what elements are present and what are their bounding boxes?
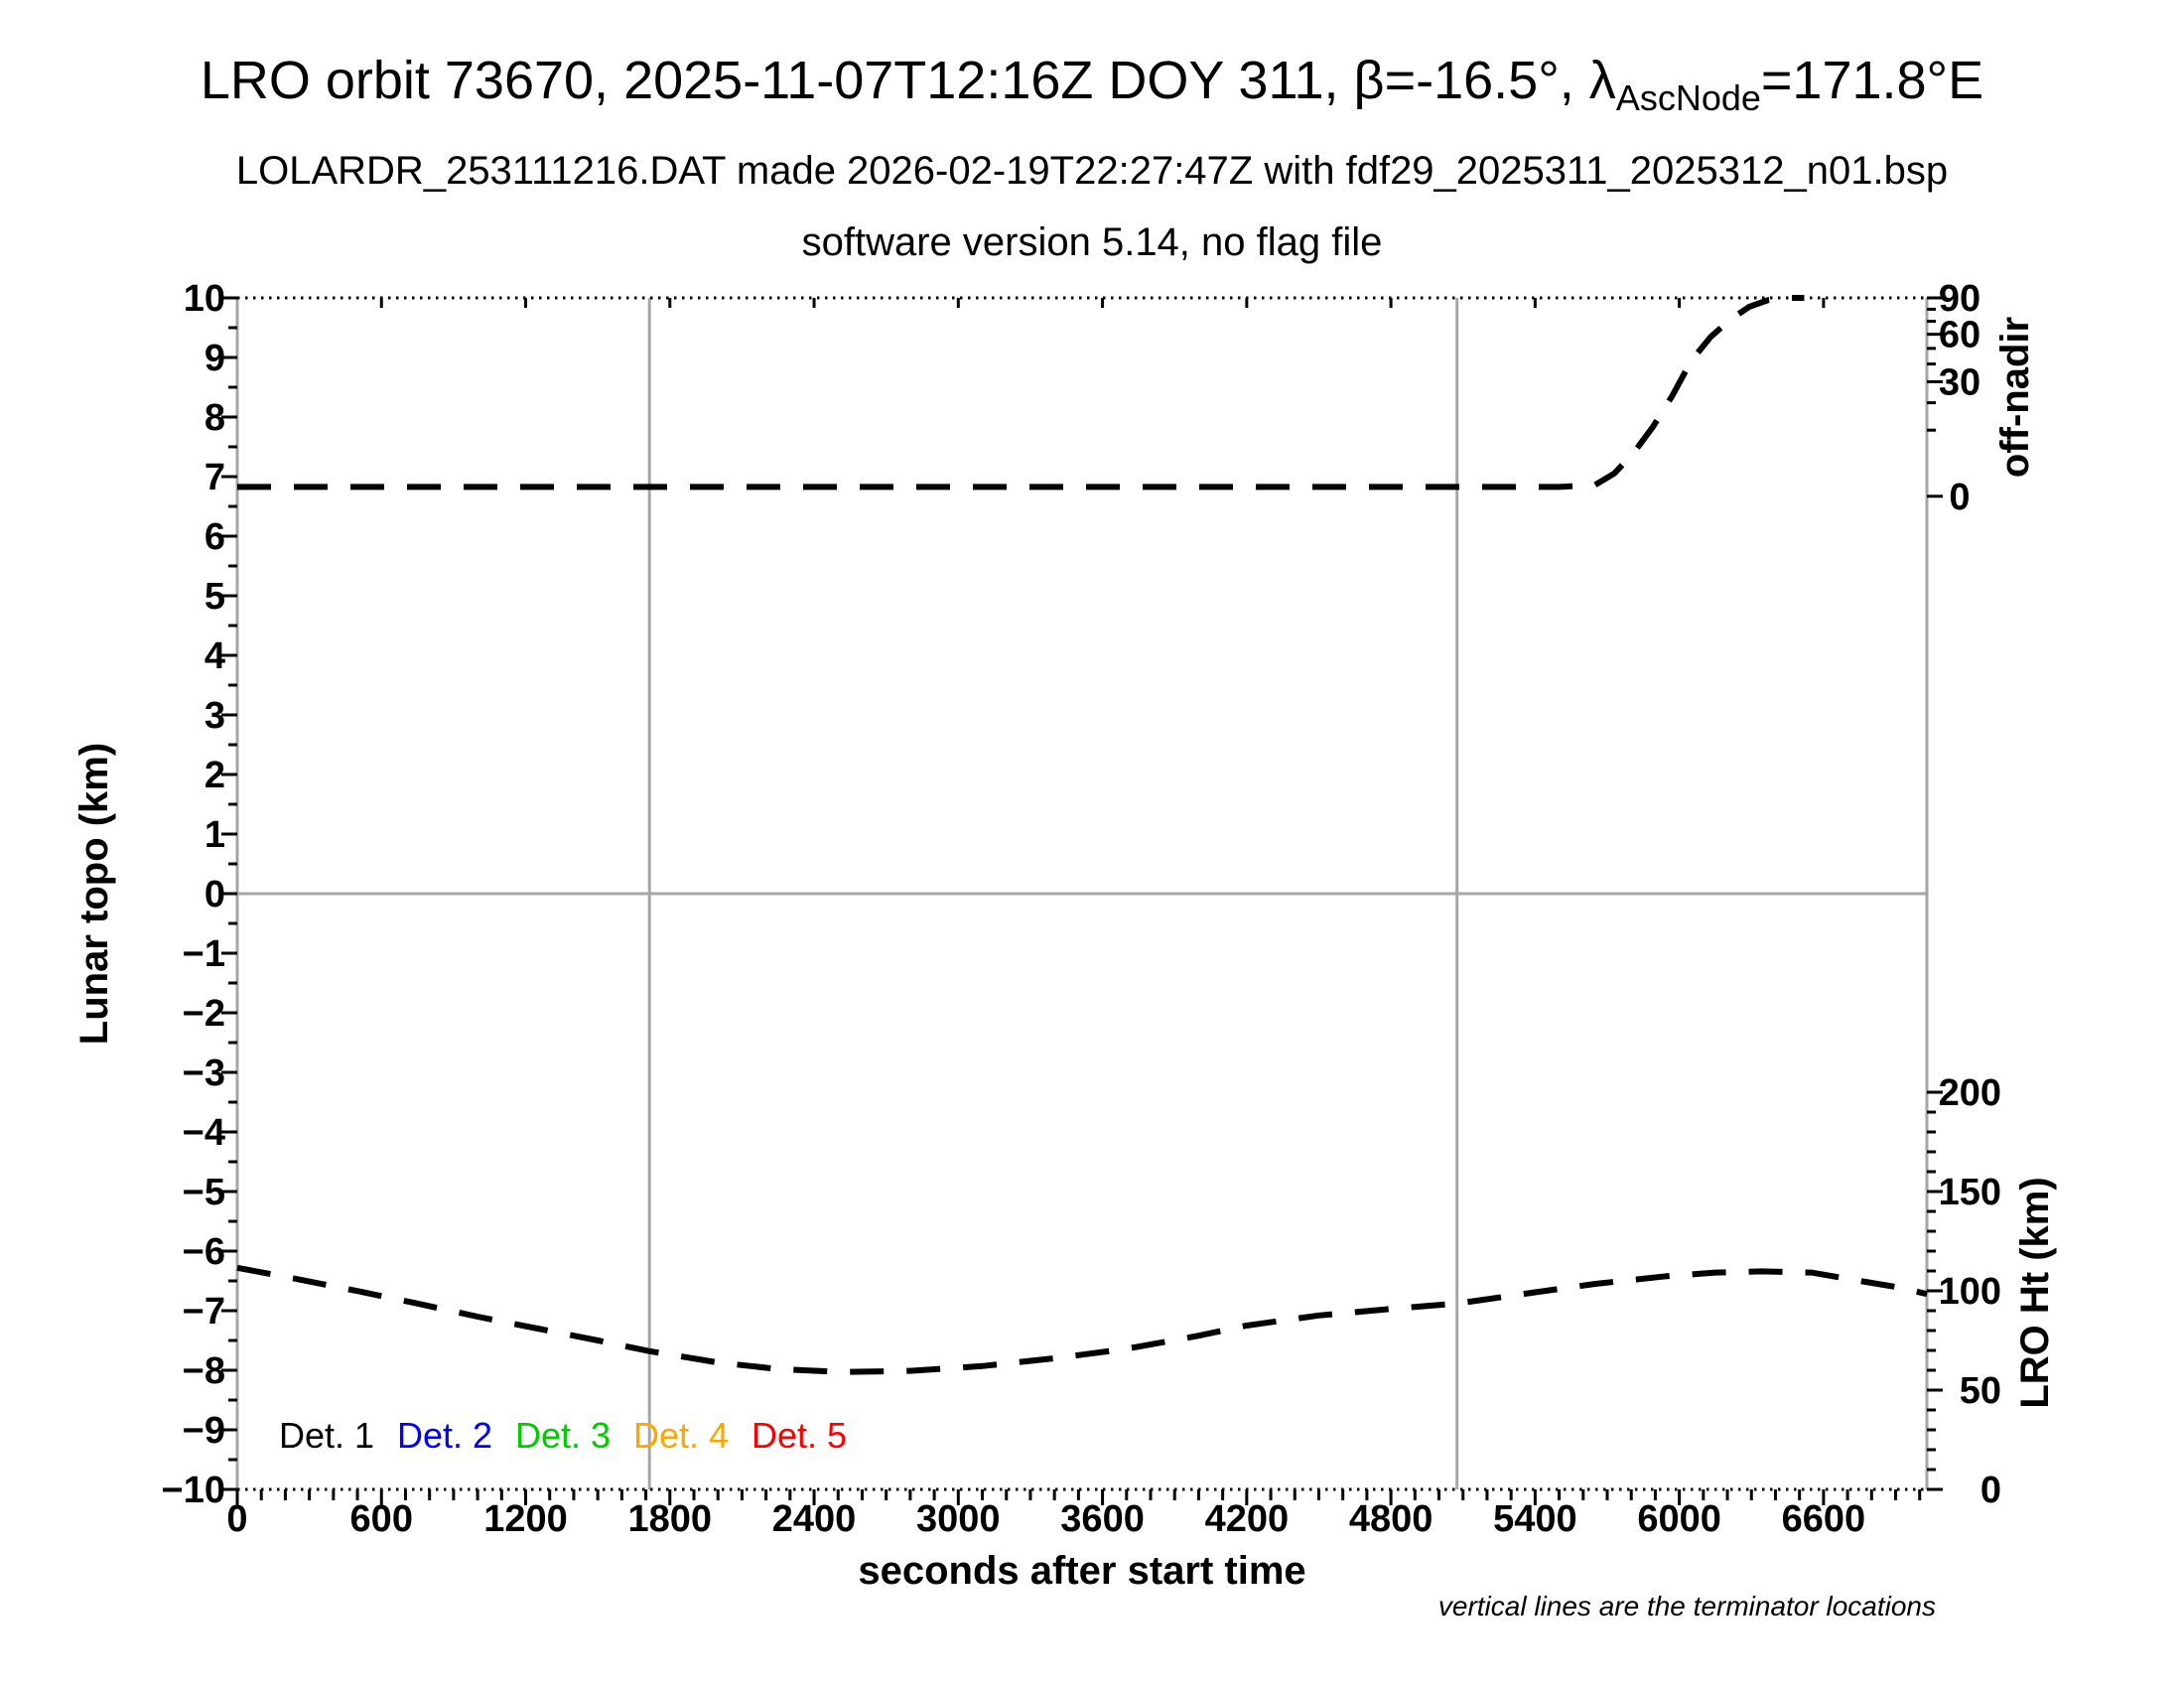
left-axis-tick-label: 5 bbox=[205, 576, 225, 618]
curve-off-nadir-angle bbox=[237, 295, 1805, 491]
legend-item: Det. 1 bbox=[279, 1415, 374, 1456]
left-axis-tick-label: −5 bbox=[183, 1172, 225, 1213]
curve-LRO-height bbox=[236, 1264, 1928, 1375]
plot-title-prefix: LRO orbit 73670, 2025-11-07T12:16Z DOY 3… bbox=[200, 51, 1616, 110]
left-axis-tick-label: 10 bbox=[184, 278, 225, 320]
x-axis-tick-label: 1800 bbox=[628, 1498, 713, 1540]
left-axis-tick-label: −4 bbox=[183, 1112, 225, 1154]
plot-title-subscript: AscNode bbox=[1615, 76, 1761, 118]
x-axis-tick-label: 4800 bbox=[1349, 1498, 1433, 1540]
left-axis-tick-label: 9 bbox=[205, 338, 225, 379]
plot-title-suffix: =171.8°E bbox=[1760, 51, 1984, 110]
left-axis-tick-label: 8 bbox=[205, 397, 225, 439]
left-axis-tick-label: −1 bbox=[183, 933, 225, 975]
x-axis-tick-label: 4200 bbox=[1205, 1498, 1290, 1540]
x-axis-tick-label: 600 bbox=[350, 1498, 413, 1540]
x-axis-tick-label: 6000 bbox=[1637, 1498, 1721, 1540]
lroht-axis-tick-label: 200 bbox=[1939, 1072, 2001, 1114]
plot-subtitle-software: software version 5.14, no flag file bbox=[801, 220, 1383, 264]
left-axis-tick-label: 4 bbox=[205, 635, 225, 677]
terminator-footnote: vertical lines are the terminator locati… bbox=[1437, 1591, 1936, 1621]
left-axis-tick-label: 3 bbox=[205, 695, 225, 737]
x-axis-tick-label: 2400 bbox=[772, 1498, 857, 1540]
lroht-axis-tick-label: 0 bbox=[1980, 1470, 2001, 1511]
plot-title: LRO orbit 73670, 2025-11-07T12:16Z DOY 3… bbox=[0, 50, 2184, 119]
x-axis-label: seconds after start time bbox=[858, 1549, 1306, 1593]
left-axis-tick-label: 0 bbox=[205, 874, 225, 915]
legend-item: Det. 4 bbox=[633, 1415, 729, 1456]
lroht-axis-tick-label: 100 bbox=[1939, 1271, 2001, 1313]
x-axis-tick-label: 0 bbox=[226, 1498, 247, 1540]
x-axis-tick-label: 5400 bbox=[1493, 1498, 1577, 1540]
left-axis-tick-label: −10 bbox=[162, 1470, 225, 1511]
left-axis-tick-label: −3 bbox=[183, 1053, 225, 1094]
left-axis-tick-label: −9 bbox=[183, 1410, 225, 1452]
x-axis-tick-label: 3600 bbox=[1060, 1498, 1145, 1540]
x-axis-tick-label: 1200 bbox=[483, 1498, 568, 1540]
plot-subtitle-datafile: LOLARDR_253111216.DAT made 2026-02-19T22… bbox=[235, 149, 1949, 193]
offnadir-axis-tick-label: 60 bbox=[1939, 315, 1980, 356]
x-axis-tick-label: 3000 bbox=[916, 1498, 1001, 1540]
legend-item: Det. 2 bbox=[397, 1415, 492, 1456]
left-axis-tick-label: −6 bbox=[183, 1231, 225, 1273]
lroht-axis-tick-label: 50 bbox=[1960, 1370, 2001, 1412]
legend-item: Det. 3 bbox=[515, 1415, 611, 1456]
offnadir-axis-tick-label: 90 bbox=[1939, 278, 1980, 320]
offnadir-axis-tick-label: 0 bbox=[1949, 477, 1970, 518]
lroht-axis-tick-label: 150 bbox=[1939, 1172, 2001, 1213]
left-axis-tick-label: 6 bbox=[205, 516, 225, 558]
left-axis-tick-label: 7 bbox=[205, 457, 225, 498]
left-axis-tick-label: −7 bbox=[183, 1291, 225, 1333]
left-axis-tick-label: 1 bbox=[205, 814, 225, 856]
offnadir-axis-tick-label: 30 bbox=[1939, 361, 1980, 403]
left-axis-tick-label: −2 bbox=[183, 993, 225, 1035]
x-axis-tick-label: 6600 bbox=[1782, 1498, 1866, 1540]
legend-item: Det. 5 bbox=[751, 1415, 847, 1456]
left-axis-tick-label: −8 bbox=[183, 1350, 225, 1392]
left-axis-tick-label: 2 bbox=[205, 755, 225, 796]
